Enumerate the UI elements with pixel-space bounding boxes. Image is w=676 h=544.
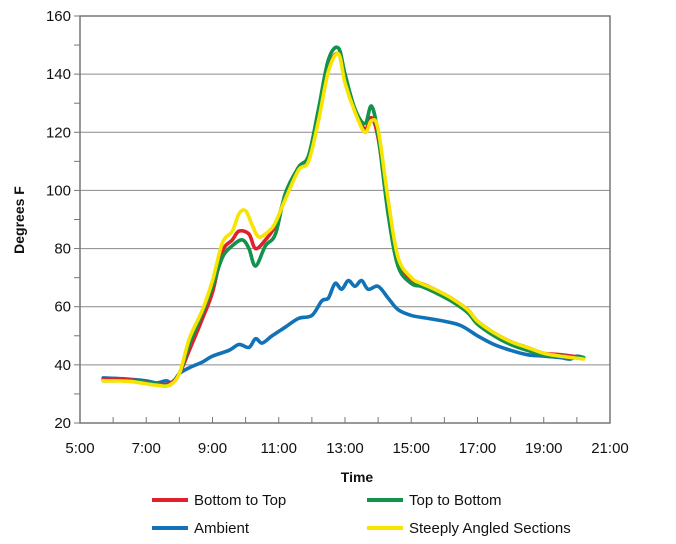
y-tick-label: 80 bbox=[54, 241, 71, 258]
x-tick-label: 17:00 bbox=[459, 440, 497, 457]
series-line-ambient bbox=[101, 278, 586, 385]
y-tick-label: 100 bbox=[46, 182, 71, 199]
y-tick-label: 120 bbox=[46, 124, 71, 141]
x-tick-label: 19:00 bbox=[525, 440, 563, 457]
legend-label-steeply-angled-sections: Steeply Angled Sections bbox=[409, 520, 571, 537]
x-tick-label: 9:00 bbox=[198, 440, 227, 457]
y-tick-label: 60 bbox=[54, 299, 71, 316]
legend-label-top-to-bottom: Top to Bottom bbox=[409, 492, 502, 509]
x-tick-label: 5:00 bbox=[65, 440, 94, 457]
grid-lines bbox=[80, 73, 610, 366]
x-tick-label: 13:00 bbox=[326, 440, 364, 457]
x-tick-label: 7:00 bbox=[132, 440, 161, 457]
y-axis-title: Degrees F bbox=[11, 186, 27, 254]
y-tick-label: 40 bbox=[54, 357, 71, 374]
legend-label-bottom-to-top: Bottom to Top bbox=[194, 492, 286, 509]
x-tick-label: 21:00 bbox=[591, 440, 629, 457]
x-tick-label: 11:00 bbox=[261, 440, 297, 457]
series-line-top-to-bottom bbox=[101, 45, 586, 388]
x-axis-title: Time bbox=[341, 469, 374, 485]
y-tick-label: 140 bbox=[46, 66, 71, 83]
series-line-steeply-angled-sections bbox=[101, 51, 586, 389]
series-line-bottom-to-top bbox=[101, 51, 586, 387]
x-tick-label: 15:00 bbox=[392, 440, 430, 457]
legend-label-ambient: Ambient bbox=[194, 520, 250, 537]
y-axis: 20 40 60 80 100 120 140 160 bbox=[46, 8, 80, 432]
legend: Bottom to Top Top to Bottom Ambient Steeply… bbox=[152, 492, 571, 537]
series-lines bbox=[101, 45, 586, 389]
y-tick-label: 160 bbox=[46, 8, 71, 25]
x-axis: 5:00 7:00 9:00 11:00 13:00 15:00 17:00 19:00 21:… bbox=[65, 417, 629, 457]
y-tick-label: 20 bbox=[54, 415, 71, 432]
